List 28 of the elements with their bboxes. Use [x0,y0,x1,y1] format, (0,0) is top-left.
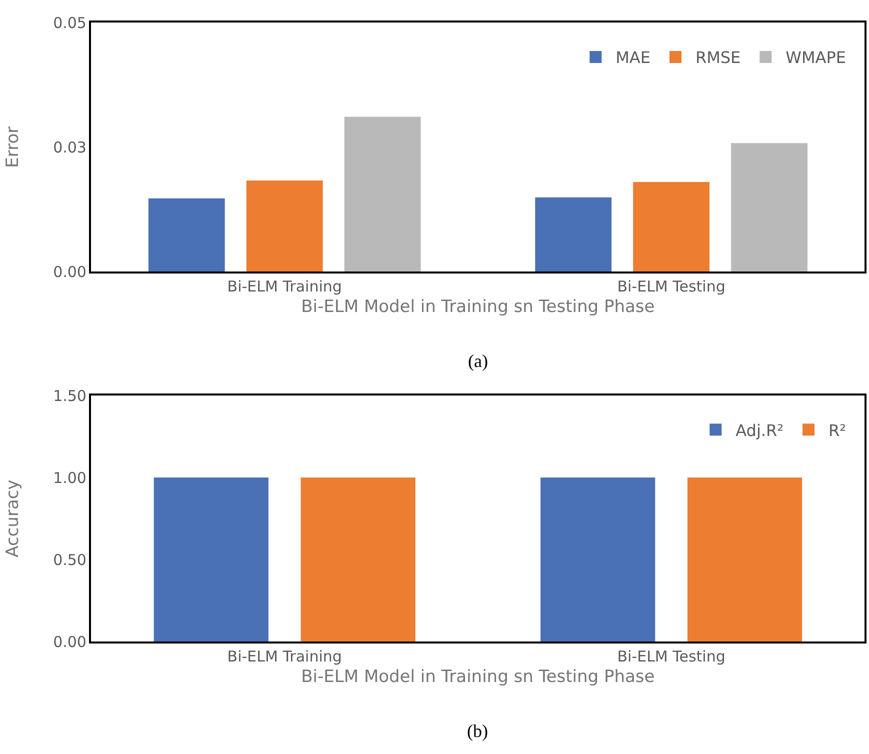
y-tick-label: 0.00 [53,262,86,281]
legend-label: R² [828,420,846,440]
x-axis-title: Bi-ELM Model in Training sn Testing Phase [301,667,655,688]
x-tick-label: Bi-ELM Testing [617,647,726,666]
legend-label: MAE [616,48,650,68]
x-tick-label: Bi-ELM Testing [617,277,726,296]
y-tick-label: 1.50 [53,386,86,405]
legend-label: Adj.R² [736,420,784,440]
bar [535,197,612,272]
bar [731,143,808,272]
text: (b) [467,721,488,741]
y-tick-label: 0.50 [53,550,86,569]
y-axis-title: Error [3,126,24,168]
legend-label: WMAPE [786,48,846,68]
y-tick-label: 0.00 [53,632,86,651]
y-tick-label: 0.05 [53,14,86,32]
y-tick-label: 1.00 [53,468,86,487]
y-tick-label: 0.03 [53,138,86,156]
y-axis-title: Accuracy [3,480,24,558]
x-tick-label: Bi-ELM Training [227,647,342,666]
bar [148,198,225,272]
bar [246,180,323,272]
text: (a) [468,351,488,371]
bar [633,182,710,272]
bar [344,116,421,272]
x-axis-title: Bi-ELM Model in Training sn Testing Phase [301,297,655,318]
x-tick-label: Bi-ELM Training [227,277,342,296]
legend-label: RMSE [695,48,741,68]
